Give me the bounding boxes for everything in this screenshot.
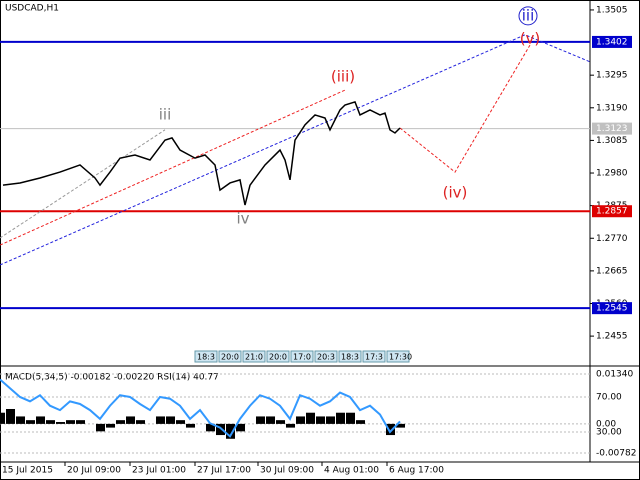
time-box <box>194 350 218 363</box>
macd-bar <box>66 420 75 424</box>
macd-bar <box>26 420 35 424</box>
wave-line <box>399 44 531 173</box>
macd-bar <box>226 423 235 439</box>
time-box <box>338 350 362 363</box>
y-tick-label: 1.2980 <box>596 169 628 179</box>
macd-bar <box>106 423 115 428</box>
time-box <box>386 350 410 363</box>
level-label-box <box>592 35 632 48</box>
macd-bar <box>336 412 345 424</box>
time-label: 18:3 <box>197 353 215 362</box>
wave-line <box>0 89 346 246</box>
wave-label: iii <box>159 106 172 124</box>
macd-bar <box>136 420 145 424</box>
time-box <box>290 350 314 363</box>
macd-bar <box>6 408 15 424</box>
macd-bar <box>236 423 245 432</box>
time-box <box>266 350 290 363</box>
macd-bar <box>266 416 275 424</box>
macd-bar <box>216 423 225 436</box>
y-tick-label: -0.00782 <box>596 449 636 459</box>
macd-bar <box>16 416 25 424</box>
level-label: 1.2545 <box>596 304 628 314</box>
time-box <box>242 350 266 363</box>
macd-bar <box>256 416 265 424</box>
y-tick-label: 1.2455 <box>596 332 628 342</box>
macd-bar <box>326 416 335 424</box>
wave-label: iii <box>522 6 535 24</box>
time-box <box>362 350 386 363</box>
macd-bar <box>346 412 355 424</box>
wave-line <box>0 34 591 266</box>
macd-bar <box>126 416 135 424</box>
macd-bar <box>36 416 45 424</box>
macd-bar <box>206 423 215 432</box>
wave-label: (iv) <box>443 184 468 202</box>
time-label: 20:3 <box>317 353 335 362</box>
macd-bar <box>186 423 195 428</box>
chart-title: USDCAD,H1 <box>5 4 59 14</box>
x-tick-label: 6 Aug 17:00 <box>389 466 444 476</box>
x-tick-label: 4 Aug 01:00 <box>324 466 379 476</box>
rsi-line <box>0 378 401 438</box>
y-tick-label: 0.00 <box>596 419 616 429</box>
macd-bar <box>276 420 285 424</box>
time-label: 20:0 <box>221 353 239 362</box>
y-tick-label: 1.2665 <box>596 266 628 276</box>
y-tick-label: 70.00 <box>596 392 622 402</box>
macd-bar <box>166 416 175 424</box>
y-tick-label: 1.3190 <box>596 103 628 113</box>
y-tick-label: 1.2770 <box>596 234 628 244</box>
macd-bar <box>96 423 105 432</box>
level-label: 1.2857 <box>596 207 628 217</box>
macd-bar <box>116 420 125 424</box>
time-label: 17:0 <box>293 353 311 362</box>
time-label: 17:3 <box>365 353 383 362</box>
macd-bar <box>306 412 315 424</box>
y-tick-label: 1.3295 <box>596 71 628 81</box>
x-tick-label: 15 Jul 2015 <box>2 466 53 476</box>
wave-label: iv <box>236 210 249 228</box>
macd-bar <box>0 412 5 424</box>
price-line <box>2 100 401 206</box>
indicator-title: MACD(5,34,5) -0.00182 -0.00220 RSI(14) 4… <box>5 373 219 383</box>
wave-label: (iii) <box>331 68 355 86</box>
y-tick-label: 0.01340 <box>596 369 633 379</box>
time-box <box>314 350 338 363</box>
x-tick-label: 23 Jul 01:00 <box>132 466 186 476</box>
macd-bar <box>296 416 305 424</box>
time-label: 21:0 <box>245 353 263 362</box>
level-label: 1.3402 <box>596 37 628 47</box>
time-box <box>218 350 242 363</box>
macd-bar <box>316 416 325 424</box>
macd-bar <box>356 420 365 424</box>
wave-circle <box>518 6 538 26</box>
wave-line <box>0 129 166 239</box>
macd-bar <box>176 420 185 424</box>
x-tick-label: 30 Jul 09:00 <box>260 466 314 476</box>
time-label: 18:3 <box>341 353 359 362</box>
macd-bar <box>46 420 55 424</box>
macd-bar <box>76 420 85 424</box>
y-tick-label: 1.3085 <box>596 136 628 146</box>
level-label-box <box>592 302 632 315</box>
x-tick-label: 27 Jul 17:00 <box>197 466 251 476</box>
level-label-box <box>592 205 632 218</box>
macd-bar <box>156 416 165 424</box>
macd-bar <box>56 422 65 424</box>
y-tick-label: 30.00 <box>596 427 622 437</box>
time-label: 17:30 <box>389 353 412 362</box>
macd-bar <box>396 423 405 428</box>
level-label: 1.3123 <box>596 124 628 134</box>
level-label-box <box>592 122 632 135</box>
time-label: 20:0 <box>269 353 287 362</box>
macd-bar <box>286 423 295 428</box>
macd-bar <box>386 423 395 436</box>
x-tick-label: 20 Jul 09:00 <box>67 466 121 476</box>
wave-label: (v) <box>520 29 541 47</box>
y-tick-label: 1.3505 <box>596 5 628 15</box>
